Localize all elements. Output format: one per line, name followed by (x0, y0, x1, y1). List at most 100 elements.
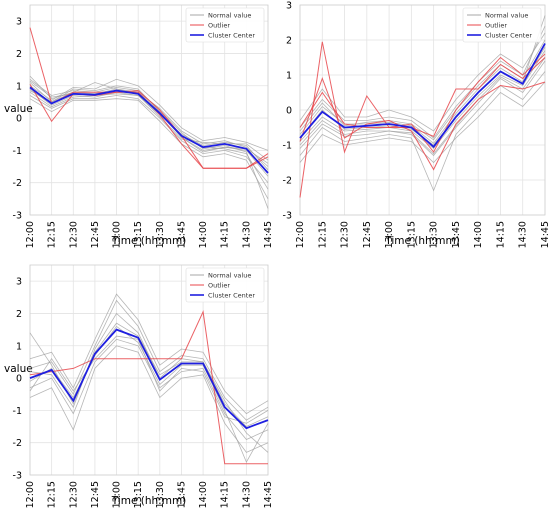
cluster-center-line (299, 43, 546, 149)
y-tick-label: -1 (13, 146, 22, 157)
x-tick-label: 12:15 (317, 221, 328, 248)
y-tick-label: 2 (16, 49, 22, 60)
x-tick-label: 14:30 (241, 221, 252, 248)
normal-value-line (29, 88, 269, 171)
normal-value-line (29, 335, 269, 424)
x-tick-label: 13:30 (155, 221, 166, 248)
x-tick-label: 13:45 (176, 221, 187, 248)
legend-label: Outlier (485, 21, 507, 29)
x-tick-label: 14:45 (540, 221, 550, 248)
x-tick-label: 14:00 (473, 221, 484, 248)
normal-value-line (299, 50, 546, 150)
y-tick-label: -3 (283, 211, 292, 222)
x-tick-label: 13:00 (112, 221, 123, 248)
y-tick-label: 3 (16, 17, 22, 28)
x-tick-label: 12:00 (25, 481, 36, 508)
plot-frame (29, 4, 269, 216)
legend-label: Outlier (208, 21, 230, 29)
chart-1: -3 -2 -1 0 1 2 3 12:00 12:15 12:30 12:45 13:00 13:15… (4, 4, 274, 248)
y-tick-label: 1 (286, 71, 292, 82)
x-axis-title: Time (hh:mm) (111, 235, 187, 247)
normal-value-line (299, 15, 546, 144)
x-tick-label: 13:45 (451, 221, 462, 248)
legend-label: Normal value (485, 11, 528, 19)
y-axis-title: value (4, 363, 33, 375)
x-tick-label: 12:30 (340, 221, 351, 248)
normal-value-line (299, 71, 546, 192)
cluster-center-line (29, 328, 269, 430)
x-tick-label: 13:30 (429, 221, 440, 248)
outlier-line (299, 77, 546, 171)
y-tick-label: -3 (13, 471, 22, 482)
x-tick-label: 14:30 (518, 221, 529, 248)
x-tick-label: 14:15 (220, 221, 231, 248)
normal-value-line (29, 95, 269, 183)
x-tick-label: 13:15 (133, 221, 144, 248)
normal-value-line (29, 345, 269, 453)
legend: Normal value Outlier Cluster Center (185, 7, 265, 43)
legend-box (462, 7, 542, 43)
y-tick-label: -3 (13, 211, 22, 222)
normal-value-line (299, 81, 546, 164)
legend-label: Cluster Center (485, 31, 532, 39)
x-tick-label: 12:15 (47, 221, 58, 248)
legend-label: Outlier (208, 281, 230, 289)
x-tick-label: 14:00 (198, 481, 209, 508)
y-tick-label: 3 (286, 1, 292, 12)
y-tick-label: -1 (13, 406, 22, 417)
x-tick-label: 13:30 (155, 481, 166, 508)
y-tick-label: 3 (16, 277, 22, 288)
y-tick-label: 0 (16, 114, 22, 125)
legend-label: Cluster Center (208, 31, 255, 39)
x-tick-label: 13:00 (384, 221, 395, 248)
y-axis-title: value (4, 103, 33, 115)
normal-value-line (29, 299, 269, 421)
x-tick-label: 12:00 (295, 221, 306, 248)
y-tick-label: -2 (13, 178, 22, 189)
outlier-line (29, 83, 269, 169)
outlier-line (299, 41, 546, 198)
y-tick-label: 2 (16, 309, 22, 320)
cluster-center-line (29, 86, 269, 174)
plot-frame (299, 4, 546, 216)
y-tick-label: 1 (16, 341, 22, 352)
legend: Normal value Outlier Cluster Center (185, 267, 265, 303)
x-tick-label: 12:30 (68, 221, 79, 248)
legend-label: Normal value (208, 271, 251, 279)
y-tick-label: -1 (283, 141, 292, 152)
x-tick-label: 12:15 (47, 481, 58, 508)
x-axis-title: Time (hh:mm) (111, 495, 187, 507)
legend: Normal value Outlier Cluster Center (462, 7, 542, 43)
x-tick-label: 13:15 (133, 481, 144, 508)
normal-value-line (29, 325, 269, 464)
y-tick-label: -2 (283, 176, 292, 187)
x-tick-label: 13:00 (112, 481, 123, 508)
chart-3: -3 -2 -1 0 1 2 3 12:00 12:15 12:30 12:45 13:00 13:15… (4, 264, 274, 508)
normal-value-line (299, 39, 546, 141)
normal-value-line (29, 312, 269, 453)
x-tick-label: 12:45 (362, 221, 373, 248)
x-tick-label: 12:30 (68, 481, 79, 508)
x-tick-label: 12:45 (90, 481, 101, 508)
x-tick-label: 14:30 (241, 481, 252, 508)
normal-value-line (299, 46, 546, 146)
y-tick-label: 2 (286, 36, 292, 47)
x-tick-label: 14:45 (263, 221, 274, 248)
x-axis-title: Time (hh:mm) (384, 235, 460, 247)
x-tick-label: 14:45 (263, 481, 274, 508)
x-tick-label: 13:45 (176, 481, 187, 508)
x-tick-label: 14:00 (198, 221, 209, 248)
normal-value-line (29, 293, 269, 415)
x-tick-label: 12:00 (25, 221, 36, 248)
y-tick-label: -2 (13, 438, 22, 449)
legend-label: Normal value (208, 11, 251, 19)
normal-value-line (29, 98, 269, 199)
x-tick-label: 14:15 (220, 481, 231, 508)
normal-value-line (299, 32, 546, 132)
y-tick-label: 0 (286, 106, 292, 117)
normal-value-line (299, 25, 546, 139)
x-tick-label: 13:15 (406, 221, 417, 248)
x-tick-label: 12:45 (90, 221, 101, 248)
x-tick-label: 14:15 (495, 221, 506, 248)
